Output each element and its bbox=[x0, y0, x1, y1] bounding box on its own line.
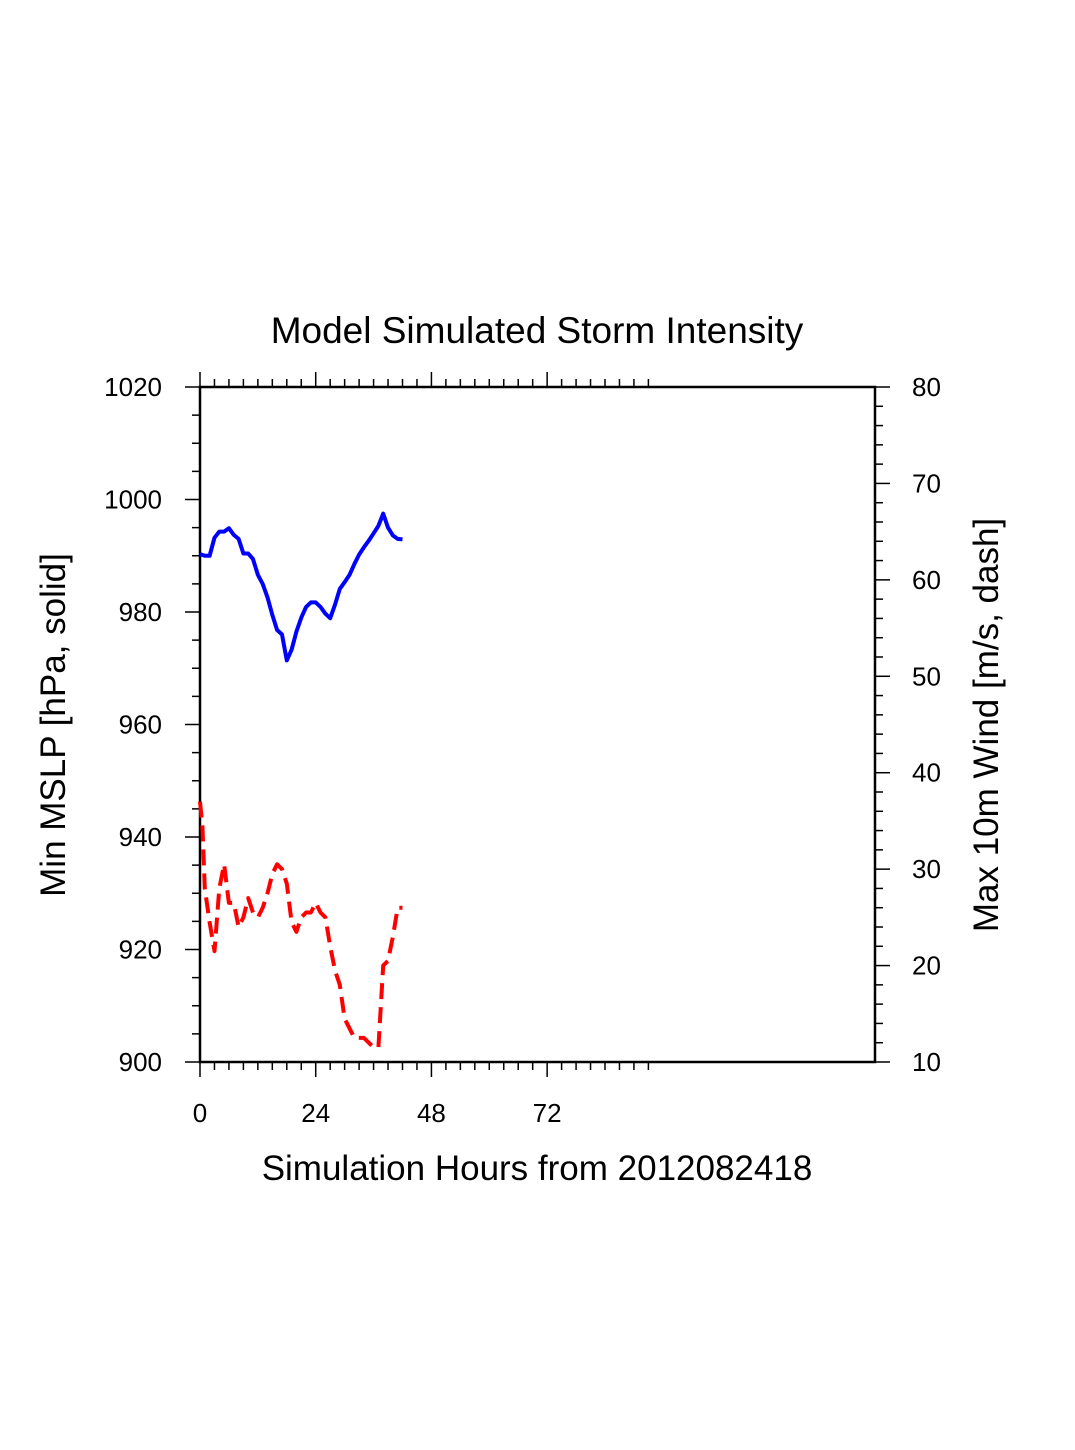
x-tick-label: 48 bbox=[417, 1098, 446, 1128]
right-y-tick-label: 40 bbox=[912, 758, 941, 788]
min-mslp-line bbox=[199, 511, 403, 663]
left-y-axis-label: Min MSLP [hPa, solid] bbox=[34, 553, 73, 897]
right-y-tick-label: 70 bbox=[912, 468, 941, 498]
x-tick-label: 24 bbox=[301, 1098, 330, 1128]
x-axis-label: Simulation Hours from 2012082418 bbox=[262, 1149, 813, 1188]
series-layer bbox=[198, 511, 403, 1050]
plot-frame bbox=[198, 385, 877, 1064]
right-y-tick-label: 20 bbox=[912, 951, 941, 981]
left-y-tick-label: 960 bbox=[119, 710, 162, 740]
right-y-tick-label: 30 bbox=[912, 854, 941, 884]
right-y-tick-label: 50 bbox=[912, 661, 941, 691]
right-y-tick-label: 60 bbox=[912, 565, 941, 595]
right-y-tick-label: 10 bbox=[912, 1047, 941, 1077]
left-y-tick-label: 1020 bbox=[104, 372, 162, 402]
left-y-tick-label: 920 bbox=[119, 935, 162, 965]
left-y-tick-label: 1000 bbox=[104, 485, 162, 515]
axis-ticks bbox=[185, 372, 890, 1077]
left-y-tick-label: 980 bbox=[119, 597, 162, 627]
left-y-tick-label: 900 bbox=[119, 1047, 162, 1077]
x-tick-labels: 0 24 48 72 bbox=[193, 1098, 562, 1128]
chart-title: Model Simulated Storm Intensity bbox=[271, 310, 804, 351]
x-tick-label: 72 bbox=[533, 1098, 562, 1128]
left-y-tick-labels: 900 920 940 960 980 1000 1020 bbox=[104, 372, 162, 1077]
left-y-tick-label: 940 bbox=[119, 822, 162, 852]
x-tick-label: 0 bbox=[193, 1098, 207, 1128]
right-y-tick-labels: 10 20 30 40 50 60 70 80 bbox=[912, 372, 941, 1077]
max-wind-line bbox=[198, 801, 403, 1050]
right-y-axis-label: Max 10m Wind [m/s, dash] bbox=[967, 518, 1006, 932]
right-y-tick-label: 80 bbox=[912, 372, 941, 402]
